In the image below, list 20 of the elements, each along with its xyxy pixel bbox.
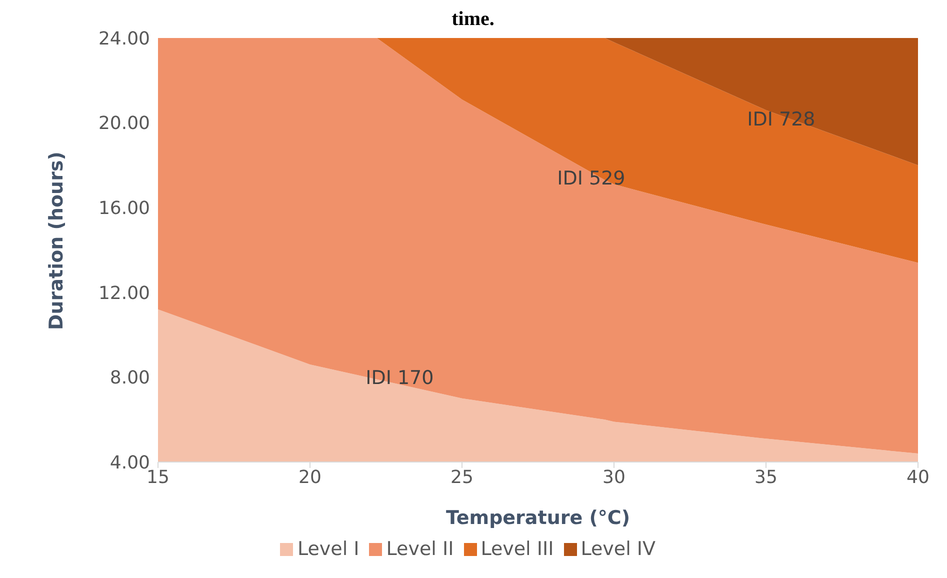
x-tick-label: 25 (450, 466, 474, 488)
x-tick-label: 40 (906, 466, 930, 488)
annotation: IDI 170 (366, 366, 434, 389)
y-axis-title: Duration (hours) (46, 152, 68, 330)
y-tick-label: 8.00 (110, 368, 150, 389)
x-axis-title: Temperature (°C) (446, 507, 630, 529)
x-tick-label: 35 (754, 466, 778, 488)
y-tick-label: 24.00 (98, 28, 150, 50)
x-tick-label: 30 (602, 466, 626, 488)
annotation: IDI 728 (747, 108, 816, 130)
y-tick-label: 20.00 (98, 113, 150, 134)
legend-label: Level II (386, 538, 454, 560)
annotation: IDI 529 (557, 168, 626, 190)
y-tick-label: 12.00 (98, 282, 150, 304)
legend-label: Level I (297, 538, 360, 560)
chart-title: time. (450, 8, 496, 30)
legend-label: Level III (480, 538, 554, 560)
legend-label: Level IV (580, 538, 656, 560)
y-tick-label: 16.00 (98, 198, 150, 219)
x-tick-label: 20 (298, 466, 322, 488)
